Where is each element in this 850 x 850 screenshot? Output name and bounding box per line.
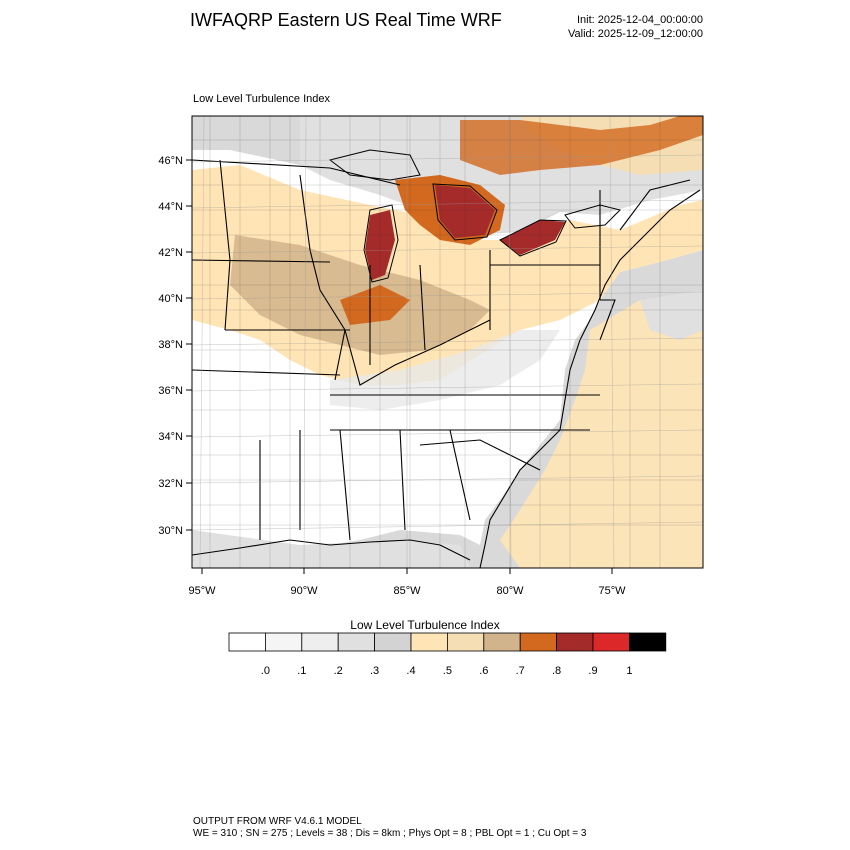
lon-label: 80°W	[496, 585, 524, 597]
colorbar-swatch	[556, 632, 594, 652]
colorbar-tick-label: .9	[588, 665, 597, 677]
lat-label: 32°N	[158, 478, 183, 490]
colorbar-tick-label: .1	[297, 665, 306, 677]
atlantic-grey-patch	[640, 290, 703, 340]
colorbar-tick-label: .8	[552, 665, 561, 677]
colorbar-tick-label: .3	[370, 665, 379, 677]
colorbar-swatch	[374, 632, 412, 652]
colorbar-swatch	[519, 632, 558, 652]
gulf-coastline	[192, 539, 471, 561]
valid-time-label: Valid: 2025-12-09_12:00:00	[568, 28, 703, 40]
lake-ontario	[564, 204, 621, 229]
colorbar-tick-label: .7	[516, 665, 525, 677]
lon-ticks	[201, 568, 613, 574]
colorbar-swatch	[483, 632, 521, 652]
model-info-line1: OUTPUT FROM WRF V4.6.1 MODEL	[193, 816, 362, 827]
lat-label: 36°N	[158, 385, 183, 397]
lat-ticks	[186, 159, 192, 531]
colorbar-swatch	[629, 632, 667, 652]
colorbar-swatch	[410, 632, 448, 652]
lon-label: 95°W	[188, 585, 216, 597]
colorbar-swatch	[592, 632, 630, 652]
canada-high-band	[460, 116, 703, 175]
lat-label: 40°N	[158, 293, 183, 305]
colorbar-tick-label: .5	[443, 665, 452, 677]
colorbar-tick-label: .0	[261, 665, 270, 677]
colorbar-swatch	[264, 632, 303, 652]
colorbar-tick-label: .2	[334, 665, 343, 677]
atlantic-coastline	[479, 189, 701, 568]
graticule	[192, 116, 703, 568]
atlantic-turbulence	[500, 300, 703, 568]
lake-erie	[499, 219, 567, 257]
lon-label: 75°W	[598, 585, 626, 597]
colorbar-tick-labels: .0 .1 .2 .3 .4 .5 .6 .7 .8 .9 1	[261, 665, 633, 677]
colorbar-swatch	[228, 632, 266, 652]
lat-label: 34°N	[158, 431, 183, 443]
lat-label: 46°N	[158, 155, 183, 167]
lat-label: 42°N	[158, 247, 183, 259]
illinois-indiana-high	[340, 285, 410, 325]
colorbar-swatch	[337, 632, 376, 652]
init-time-label: Init: 2025-12-04_00:00:00	[577, 14, 703, 26]
colorbar-swatch	[301, 632, 339, 652]
state-borders	[192, 159, 691, 541]
map-panel	[192, 116, 703, 568]
main-title: IWFAQRP Eastern US Real Time WRF	[190, 10, 502, 30]
gulf-region	[192, 530, 470, 568]
lake-superior	[328, 149, 421, 181]
colorbar-tick-label: .4	[406, 665, 415, 677]
colorbar	[228, 632, 667, 652]
lon-label: 90°W	[290, 585, 318, 597]
lon-label: 85°W	[393, 585, 421, 597]
colorbar-tick-label: .6	[479, 665, 488, 677]
lat-label: 44°N	[158, 201, 183, 213]
map-frame	[191, 115, 704, 569]
lake-huron	[432, 183, 498, 241]
lat-label: 30°N	[158, 525, 183, 537]
colorbar-title: Low Level Turbulence Index	[350, 618, 500, 632]
lake-erie-ontario-peak	[500, 220, 565, 255]
model-info-line2: WE = 310 ; SN = 275 ; Levels = 38 ; Dis …	[193, 828, 587, 839]
plot-field-label: Low Level Turbulence Index	[193, 93, 330, 105]
colorbar-tick-label: 1	[626, 665, 632, 677]
lat-label: 38°N	[158, 339, 183, 351]
colorbar-swatch	[446, 632, 485, 652]
